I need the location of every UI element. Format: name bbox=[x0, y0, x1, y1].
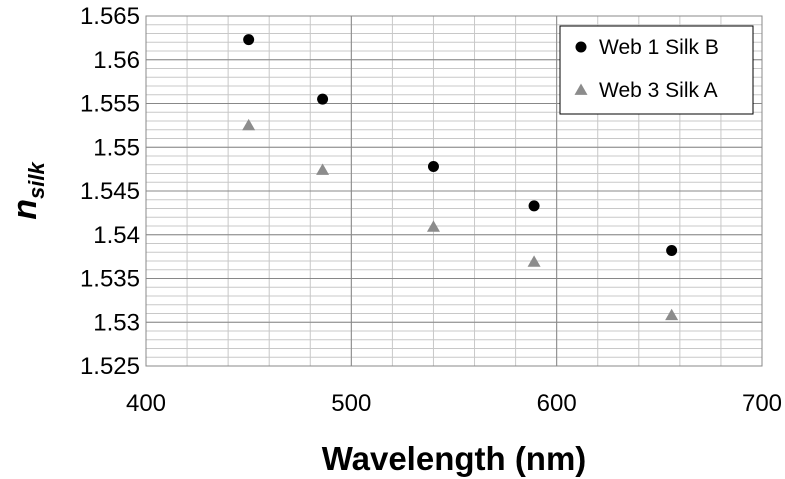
legend-label-web3-silka: Web 3 Silk A bbox=[599, 79, 718, 102]
legend-label-web1-silkb: Web 1 Silk B bbox=[599, 36, 719, 59]
point-web3-silka bbox=[316, 163, 330, 175]
point-web1-silkb bbox=[243, 34, 255, 46]
x-tick-label: 700 bbox=[742, 390, 782, 417]
data-points bbox=[242, 34, 679, 321]
point-web1-silkb bbox=[317, 93, 329, 105]
y-tick-label: 1.555 bbox=[80, 91, 140, 118]
y-tick-label: 1.525 bbox=[80, 353, 140, 380]
point-web1-silkb bbox=[528, 200, 540, 212]
x-tick-label: 500 bbox=[331, 390, 371, 417]
y-tick-label: 1.535 bbox=[80, 266, 140, 293]
y-tick-label: 1.53 bbox=[93, 309, 140, 336]
legend-box bbox=[559, 25, 754, 115]
y-tick-label: 1.55 bbox=[93, 134, 140, 161]
y-axis-title: nsilk bbox=[6, 161, 49, 220]
y-axis-tick-labels: 1.525 1.53 1.535 1.54 1.545 1.55 1.555 1.56 1.56… bbox=[80, 3, 140, 380]
y-tick-label: 1.56 bbox=[93, 47, 140, 74]
y-tick-label: 1.565 bbox=[80, 3, 140, 30]
legend: Web 1 Silk B Web 3 Silk A bbox=[559, 25, 754, 115]
x-axis-tick-labels: 400 500 600 700 bbox=[126, 390, 782, 417]
legend-marker-web1-silkb bbox=[575, 41, 587, 53]
point-web3-silka bbox=[665, 308, 679, 321]
y-axis-title-subscript: silk bbox=[24, 161, 49, 199]
y-tick-label: 1.54 bbox=[93, 222, 140, 249]
y-axis-title-main: n bbox=[6, 199, 44, 220]
point-web3-silka bbox=[426, 220, 440, 232]
point-web1-silkb bbox=[427, 161, 439, 172]
legend-marker-web3-silka bbox=[574, 83, 588, 95]
x-axis-title: Wavelength (nm) bbox=[322, 440, 587, 477]
y-tick-label: 1.545 bbox=[80, 178, 140, 205]
x-tick-label: 600 bbox=[537, 390, 577, 417]
point-web1-silkb bbox=[666, 245, 678, 256]
x-tick-label: 400 bbox=[126, 390, 166, 417]
point-web3-silka bbox=[242, 118, 256, 131]
point-web3-silka bbox=[527, 255, 541, 267]
plot-area-frame bbox=[145, 15, 763, 367]
